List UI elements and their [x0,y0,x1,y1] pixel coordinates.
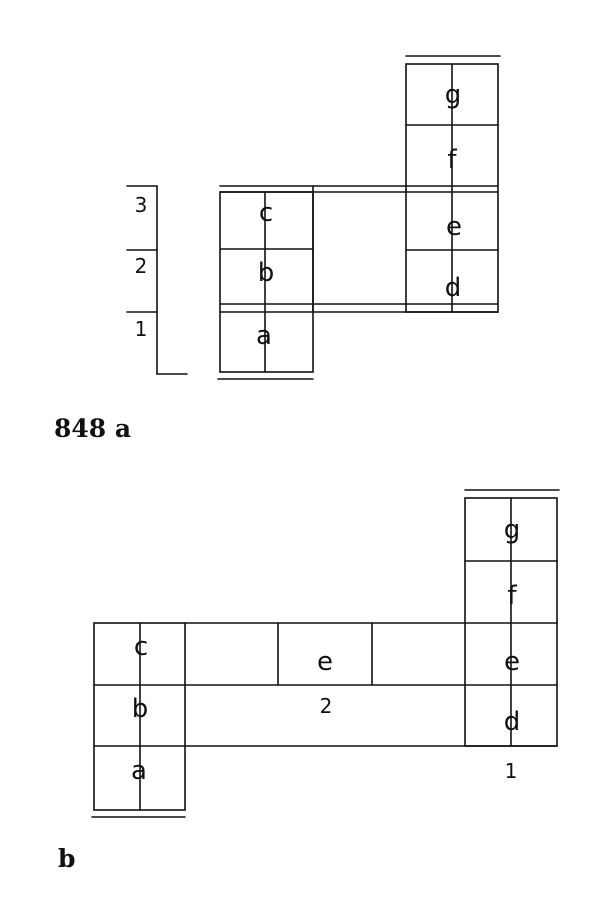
circle-marker [271,289,283,301]
level-scale: 3 2 1 [126,185,188,375]
cell-a-label: a [256,321,272,351]
cell-b-label: b [258,258,275,288]
circle-marker [248,233,260,245]
cell-b-label: b [132,694,149,724]
figure-a-caption: 848 a [54,414,131,443]
cell-f-label: f [507,581,517,611]
left-stack-b [91,622,186,818]
cell-c-label: c [134,632,148,662]
cell-e-label: e [446,212,462,242]
circle-marker [248,289,260,301]
circle-marker [145,728,157,740]
beam-b [184,622,558,747]
circle-marker [248,354,260,366]
circle-marker [271,354,283,366]
cell-a-label: a [131,756,147,786]
cell-c-label: c [259,198,273,228]
cell-f-label: f [447,145,457,175]
cell-g-label: g [504,515,521,545]
circle-marker [271,233,283,245]
figure-b: a b c e e d f g 2 1 b [58,489,560,873]
cell-e-middle-label: e [317,647,333,677]
circle-marker [122,728,134,740]
cell-d-label: d [445,273,462,303]
right-stack-a [405,55,501,313]
level-2-label: 2 [135,254,148,278]
label-two: 2 [320,694,333,718]
level-1-label: 1 [135,317,148,341]
circle-marker [122,667,134,679]
cell-g-label: g [445,80,462,110]
label-one: 1 [505,759,518,783]
circle-marker [145,667,157,679]
figure-b-caption: b [58,844,75,873]
circle-marker [145,791,157,803]
cell-e-right-label: e [504,647,520,677]
level-3-label: 3 [135,193,148,217]
cell-d-label: d [504,707,521,737]
circle-marker [122,791,134,803]
figure-a: 3 2 1 a b [54,55,501,443]
right-stack-b [464,489,560,747]
